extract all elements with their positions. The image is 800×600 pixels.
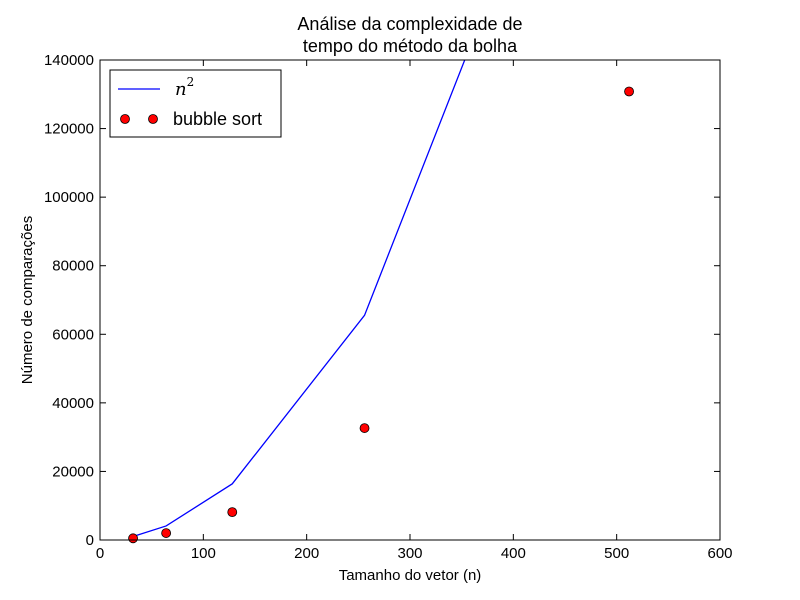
legend-label-n-squared: n2 bbox=[175, 75, 194, 100]
series-line-n-squared bbox=[132, 60, 466, 538]
chart-title-line-2: tempo do método da bolha bbox=[303, 36, 518, 56]
x-tick-label: 400 bbox=[501, 545, 526, 562]
legend-label-bubble-sort: bubble sort bbox=[173, 109, 262, 129]
y-axis-label: Número de comparações bbox=[19, 216, 36, 384]
y-tick-label: 120000 bbox=[44, 121, 94, 138]
plot-area bbox=[128, 60, 634, 544]
x-axis-label: Tamanho do vetor (n) bbox=[339, 567, 482, 584]
bubble-sort-point bbox=[128, 533, 138, 544]
x-tick-label: 500 bbox=[604, 545, 629, 562]
y-tick-label: 100000 bbox=[44, 189, 94, 206]
legend: n2 bubble sort bbox=[109, 69, 282, 138]
legend-box bbox=[109, 69, 282, 138]
x-tick-label: 0 bbox=[96, 545, 104, 562]
x-tick-label: 100 bbox=[191, 545, 216, 562]
bubble-sort-point bbox=[227, 507, 238, 518]
y-tick-label: 140000 bbox=[44, 52, 94, 69]
y-tick-label: 20000 bbox=[52, 463, 94, 480]
y-tick-label: 40000 bbox=[52, 395, 94, 412]
y-tick-label: 60000 bbox=[52, 326, 94, 343]
y-tick-label: 0 bbox=[86, 532, 94, 549]
bubble-sort-point bbox=[624, 86, 634, 97]
bubble-sort-point bbox=[161, 528, 172, 538]
x-tick-label: 200 bbox=[294, 545, 319, 562]
legend-marker-swatch bbox=[120, 114, 130, 124]
x-tick-label: 300 bbox=[397, 545, 422, 562]
chart-title-line-1: Análise da complexidade de bbox=[297, 14, 522, 34]
y-tick-label: 80000 bbox=[52, 258, 94, 275]
x-tick-label: 600 bbox=[707, 545, 732, 562]
legend-marker-swatch bbox=[148, 114, 158, 124]
axes: 0 100 200 300 400 500 600 0 20000 40000 60000 80000… bbox=[44, 52, 733, 562]
bubble-sort-point bbox=[359, 423, 370, 433]
